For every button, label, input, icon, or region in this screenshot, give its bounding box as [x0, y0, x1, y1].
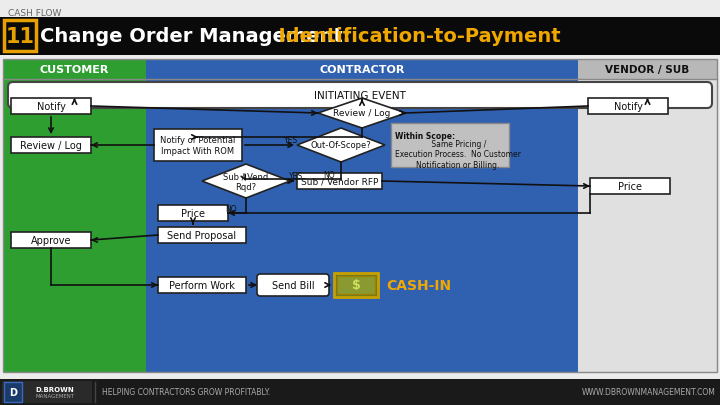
FancyBboxPatch shape	[391, 124, 509, 168]
FancyBboxPatch shape	[2, 381, 92, 403]
Text: Notify: Notify	[37, 102, 66, 112]
Text: NO: NO	[323, 171, 335, 180]
Polygon shape	[202, 164, 290, 198]
Text: CUSTOMER: CUSTOMER	[40, 65, 109, 75]
Text: Approve: Approve	[31, 235, 71, 245]
Text: Out-Of-Scope?: Out-Of-Scope?	[310, 141, 372, 150]
Text: 11: 11	[6, 27, 35, 47]
FancyBboxPatch shape	[146, 60, 578, 372]
FancyBboxPatch shape	[146, 60, 578, 80]
FancyBboxPatch shape	[158, 205, 228, 222]
FancyBboxPatch shape	[154, 130, 242, 162]
Text: CASH FLOW: CASH FLOW	[8, 9, 61, 19]
FancyBboxPatch shape	[297, 174, 382, 190]
FancyBboxPatch shape	[257, 274, 329, 296]
Text: CONTRACTOR: CONTRACTOR	[319, 65, 405, 75]
Text: Same Pricing /
Execution Process.  No Customer
Notification or Billing.: Same Pricing / Execution Process. No Cus…	[395, 140, 521, 169]
Text: Sub / Vend
Rqd?: Sub / Vend Rqd?	[223, 172, 269, 191]
FancyBboxPatch shape	[588, 99, 668, 115]
Text: Sub / Vendor RFP: Sub / Vendor RFP	[301, 177, 378, 186]
Text: YES: YES	[289, 172, 303, 181]
FancyBboxPatch shape	[337, 276, 375, 294]
Text: Price: Price	[181, 209, 205, 218]
Text: Review / Log: Review / Log	[333, 109, 391, 118]
FancyBboxPatch shape	[578, 60, 717, 80]
FancyBboxPatch shape	[0, 379, 720, 405]
Polygon shape	[297, 129, 385, 162]
FancyBboxPatch shape	[3, 60, 146, 80]
Text: $: $	[351, 279, 361, 292]
Text: HELPING CONTRACTORS GROW PROFITABLY.: HELPING CONTRACTORS GROW PROFITABLY.	[102, 388, 270, 396]
Text: NO: NO	[225, 205, 237, 214]
Text: Price: Price	[618, 181, 642, 192]
FancyBboxPatch shape	[8, 83, 712, 109]
FancyBboxPatch shape	[3, 60, 146, 372]
Text: D.BROWN: D.BROWN	[35, 386, 74, 392]
Text: Send Proposal: Send Proposal	[168, 230, 237, 241]
Text: WWW.DBROWNMANAGEMENT.COM: WWW.DBROWNMANAGEMENT.COM	[582, 388, 716, 396]
Text: Review / Log: Review / Log	[20, 141, 82, 151]
Text: Notify: Notify	[613, 102, 642, 112]
FancyBboxPatch shape	[578, 60, 717, 372]
Text: Change Order Management:: Change Order Management:	[40, 28, 351, 47]
Polygon shape	[318, 99, 406, 129]
FancyBboxPatch shape	[11, 138, 91, 153]
Text: Perform Work: Perform Work	[169, 280, 235, 290]
FancyBboxPatch shape	[334, 273, 378, 297]
Text: Identification-to-Payment: Identification-to-Payment	[265, 28, 561, 47]
Text: MANAGEMENT: MANAGEMENT	[35, 394, 75, 399]
FancyBboxPatch shape	[158, 228, 246, 243]
FancyBboxPatch shape	[4, 382, 22, 402]
Text: VENDOR / SUB: VENDOR / SUB	[606, 65, 690, 75]
Text: CASH-IN: CASH-IN	[386, 278, 451, 292]
Text: Send Bill: Send Bill	[271, 280, 315, 290]
FancyBboxPatch shape	[590, 179, 670, 194]
FancyBboxPatch shape	[4, 21, 36, 52]
Text: Notify of Potential
Impact With ROM: Notify of Potential Impact With ROM	[161, 136, 235, 155]
FancyBboxPatch shape	[11, 99, 91, 115]
FancyBboxPatch shape	[0, 18, 720, 56]
Text: YES: YES	[284, 136, 298, 145]
Text: Within Scope:: Within Scope:	[395, 132, 455, 141]
FancyBboxPatch shape	[158, 277, 246, 293]
FancyBboxPatch shape	[11, 232, 91, 248]
Text: D: D	[9, 387, 17, 397]
Text: INITIATING EVENT: INITIATING EVENT	[314, 91, 406, 101]
